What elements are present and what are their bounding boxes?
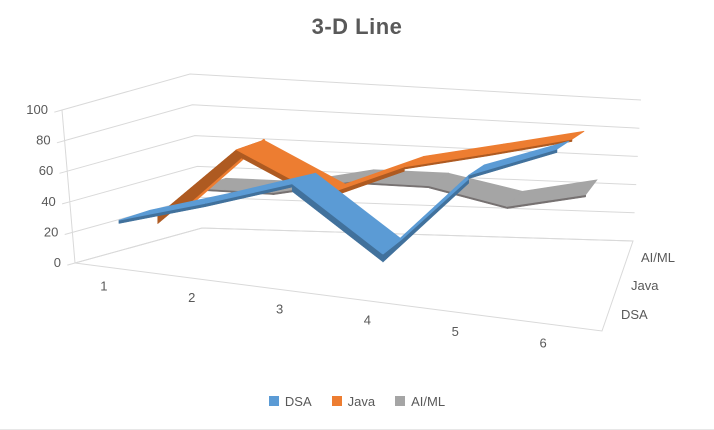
legend-label-java: Java	[347, 393, 376, 409]
legend-swatch-java	[331, 396, 342, 406]
category-axis-tick-label: 3	[276, 301, 283, 316]
legend-swatch-dsa	[268, 396, 279, 406]
value-axis-tick-label: 100	[26, 102, 48, 117]
legend-label-aiml: AI/ML	[411, 393, 446, 409]
legend: DSA Java AI/ML	[0, 390, 714, 412]
series-axis-labels: DSA Java AI/ML	[621, 250, 675, 322]
legend-item-java[interactable]: Java	[331, 393, 376, 409]
ribbon-aiml[interactable]	[194, 169, 598, 209]
floor	[74, 227, 634, 332]
value-axis-tick-label: 80	[36, 133, 50, 148]
category-axis-labels: 1 2 3 4 5 6	[100, 279, 546, 351]
category-axis-tick-label: 6	[539, 335, 546, 350]
legend-item-aiml[interactable]: AI/ML	[395, 394, 445, 409]
series-axis-label: DSA	[621, 307, 648, 322]
category-axis-tick-label: 4	[364, 313, 371, 328]
gridlines	[54, 73, 642, 266]
value-axis-tick-label: 60	[39, 163, 53, 178]
category-axis-tick-label: 1	[100, 279, 107, 294]
value-axis-tick-label: 40	[41, 194, 55, 209]
value-axis-labels: 0 20 40 60 80 100	[26, 102, 61, 270]
ribbon-java[interactable]	[157, 130, 585, 225]
category-axis-tick-label: 2	[188, 290, 195, 305]
value-axis-tick-label: 20	[44, 224, 58, 239]
legend-swatch-aiml	[395, 396, 406, 406]
value-axis-tick-label: 0	[54, 255, 61, 270]
chart-title[interactable]: 3-D Line	[311, 14, 403, 39]
series-axis-label: Java	[631, 278, 659, 293]
series-axis-label: AI/ML	[641, 250, 675, 265]
legend-item-dsa[interactable]: DSA	[268, 393, 312, 409]
ribbon-dsa[interactable]	[118, 140, 570, 263]
category-axis-tick-label: 5	[452, 324, 459, 339]
legend-label-dsa: DSA	[284, 393, 312, 409]
